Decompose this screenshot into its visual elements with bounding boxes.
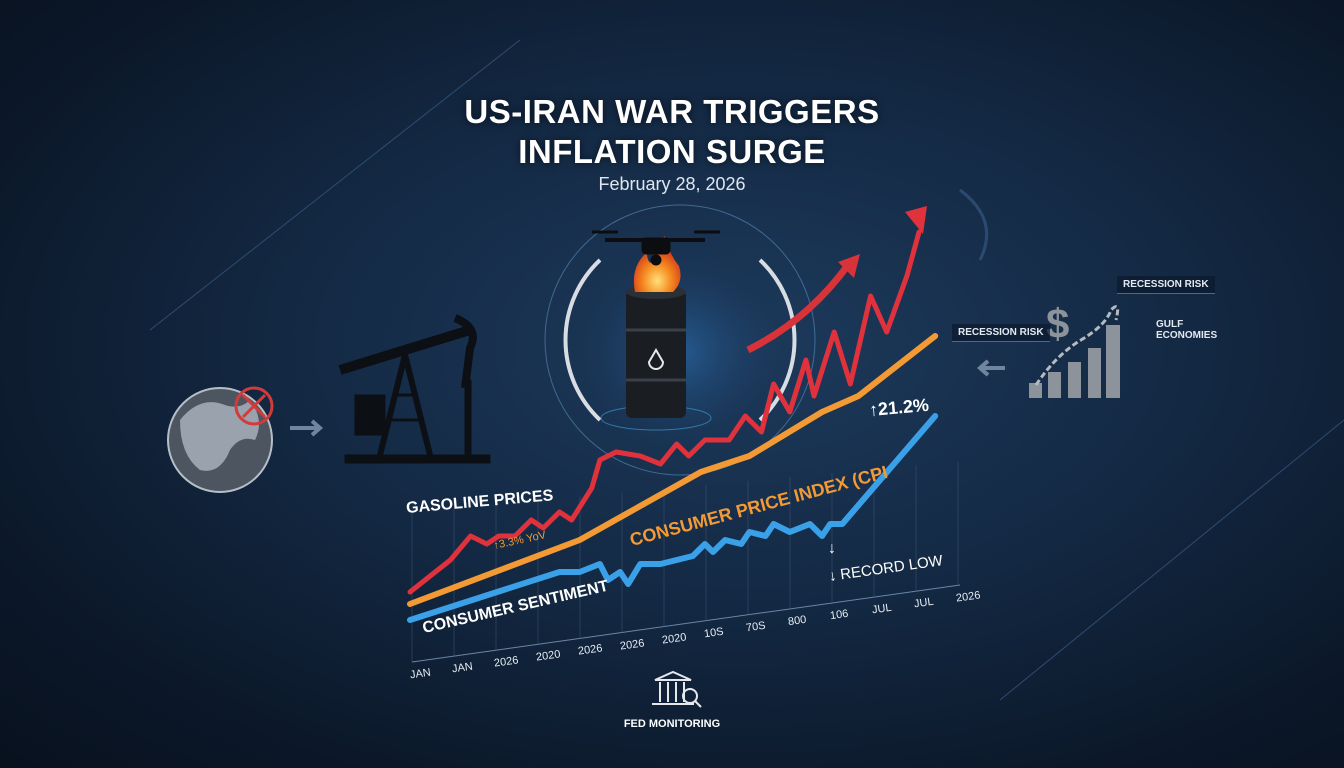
fed-monitoring-label: FED MONITORING [623, 718, 721, 730]
sentiment-line [407, 413, 939, 623]
x-tick-label: 800 [787, 613, 808, 629]
record-low-arrow: ↓ [828, 540, 836, 557]
title-line-1: US-IRAN WAR TRIGGERS [464, 93, 880, 130]
drone-icon [592, 230, 720, 266]
gasoline-line [407, 229, 922, 595]
deco-line [149, 39, 521, 331]
deco-line [999, 419, 1344, 701]
trend-arrow [746, 262, 851, 354]
cpi-line [407, 333, 939, 607]
chart-series [407, 229, 939, 623]
page-title: US-IRAN WAR TRIGGERS INFLATION SURGE [0, 92, 1344, 172]
fed-building-icon [652, 670, 702, 708]
date-label: February 28, 2026 [598, 174, 746, 194]
oil-pump-jack-icon [338, 314, 491, 464]
trend-arrow-head [838, 254, 860, 278]
recession-risk-tag-left: RECESSION RISK [952, 324, 1050, 342]
x-axis [411, 584, 961, 663]
deco-curve-arrow [959, 188, 989, 261]
gulf-economies-tag: GULF ECONOMIES [1156, 319, 1218, 341]
x-tick-label: 106 [829, 607, 850, 623]
blocked-icon [234, 386, 274, 426]
title-line-2: INFLATION SURGE [518, 133, 826, 170]
x-tick-label: 70S [745, 619, 767, 635]
arrow-right-icon [290, 419, 324, 437]
recession-risk-tag-top: RECESSION RISK [1117, 276, 1215, 294]
gasoline-arrow-head [905, 206, 927, 234]
svg-text:$: $ [1046, 300, 1069, 347]
arrow-left-icon [976, 359, 1005, 377]
dollar-chain-chart-icon: $ [1029, 300, 1120, 398]
oil-barrel-icon [626, 285, 686, 418]
x-tick-label: 10S [703, 625, 725, 640]
